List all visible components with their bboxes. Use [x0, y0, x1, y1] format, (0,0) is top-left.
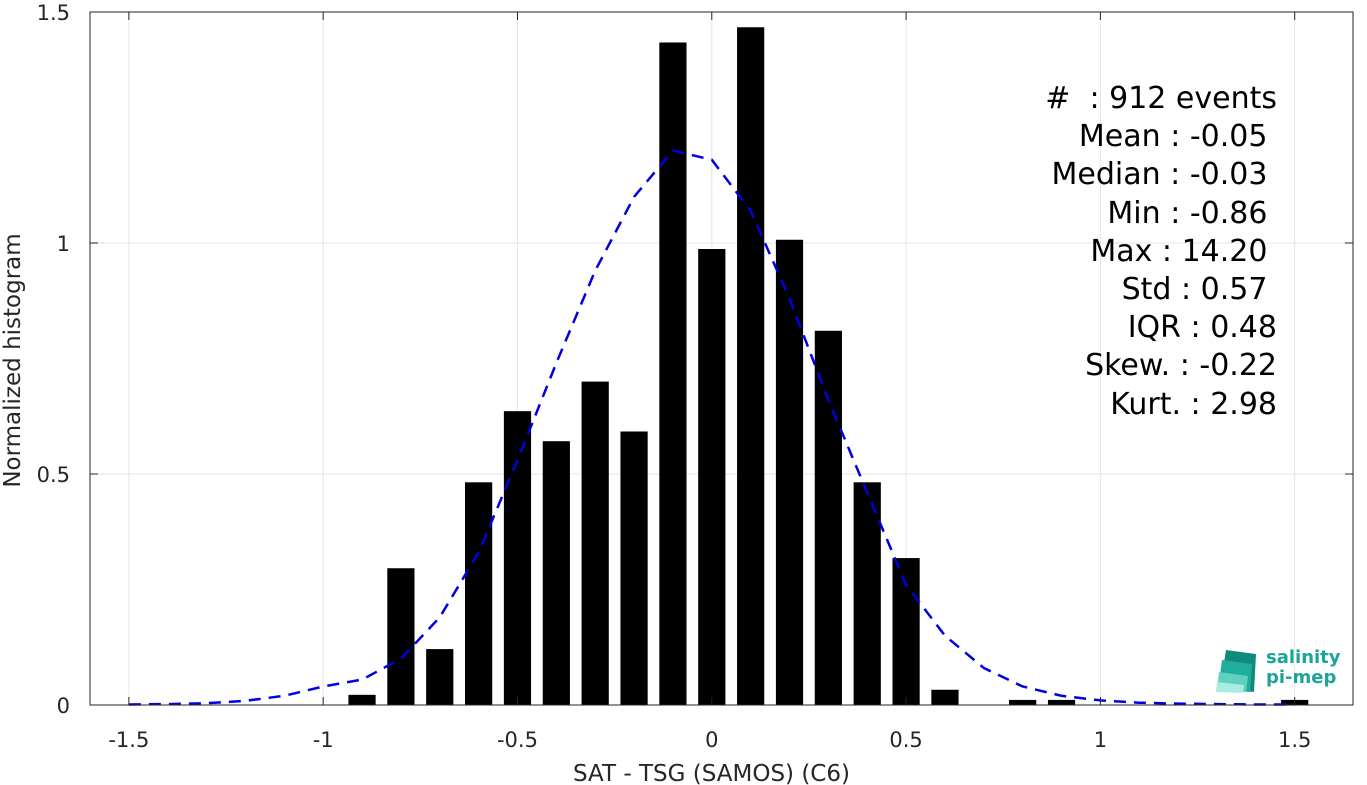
x-axis-label: SAT - TSG (SAMOS) (C6): [573, 761, 850, 785]
x-tick-label: -1: [313, 728, 334, 752]
axis-ticks: -1.5 -1 -0.5 0 0.5 1 1.5 0 0.5 1 1.5: [37, 1, 1353, 752]
histogram-bar: [1047, 699, 1076, 705]
histogram-bar: [348, 694, 376, 705]
logo-wave-icon: [1216, 650, 1256, 693]
statistics-box: # : 912 events Mean : -0.05 Median : -0.…: [1045, 80, 1277, 424]
stat-min: Min : -0.86: [1107, 195, 1277, 231]
histogram-bar: [659, 42, 687, 705]
plot-frame: [89, 11, 1354, 706]
histogram-bar: [581, 381, 609, 705]
y-tick-label: 1: [57, 232, 70, 256]
x-tick-label: -1.5: [108, 728, 149, 752]
x-tick-label: 0: [705, 728, 718, 752]
stat-max: Max : 14.20: [1090, 233, 1277, 269]
histogram-bar: [737, 27, 765, 706]
logo-line-salinity: salinity: [1266, 647, 1341, 668]
y-tick-label: 0.5: [37, 463, 70, 487]
stat-iqr: IQR : 0.48: [1127, 310, 1277, 346]
histogram-bar: [775, 239, 804, 706]
stat-median: Median : -0.03: [1051, 157, 1277, 193]
histogram-bar: [698, 249, 726, 706]
histogram-bar: [892, 558, 920, 705]
salinity-pi-mep-logo: salinity pi-mep: [1216, 646, 1346, 694]
y-tick-label: 1.5: [37, 1, 70, 25]
y-axis-label: Normalized histogram: [0, 233, 26, 487]
x-tick-label: -0.5: [497, 728, 538, 752]
x-tick-label: 0.5: [889, 728, 922, 752]
histogram-bars: [348, 27, 1309, 706]
histogram-bar: [931, 689, 959, 705]
stat-std: Std : 0.57: [1121, 272, 1277, 308]
logo-text: salinity pi-mep: [1266, 648, 1341, 688]
histogram-bar: [387, 568, 415, 705]
histogram-bar: [542, 441, 570, 705]
histogram-bar: [853, 482, 881, 705]
x-tick-label: 1.5: [1278, 728, 1311, 752]
y-tick-label: 0: [57, 694, 70, 718]
histogram-bar: [503, 411, 532, 705]
logo-line-pi-mep: pi-mep: [1266, 667, 1337, 688]
stat-skew: Skew. : -0.22: [1085, 348, 1277, 384]
x-tick-label: 1: [1094, 728, 1107, 752]
stat-mean: Mean : -0.05: [1078, 119, 1277, 155]
histogram-bar: [814, 330, 842, 705]
stat-events: # : 912 events: [1045, 81, 1277, 116]
histogram-bar: [1009, 699, 1037, 705]
histogram-bar: [426, 649, 454, 705]
histogram-bar: [465, 482, 493, 705]
histogram-bar: [620, 431, 648, 705]
stat-kurt: Kurt. : 2.98: [1110, 386, 1277, 422]
